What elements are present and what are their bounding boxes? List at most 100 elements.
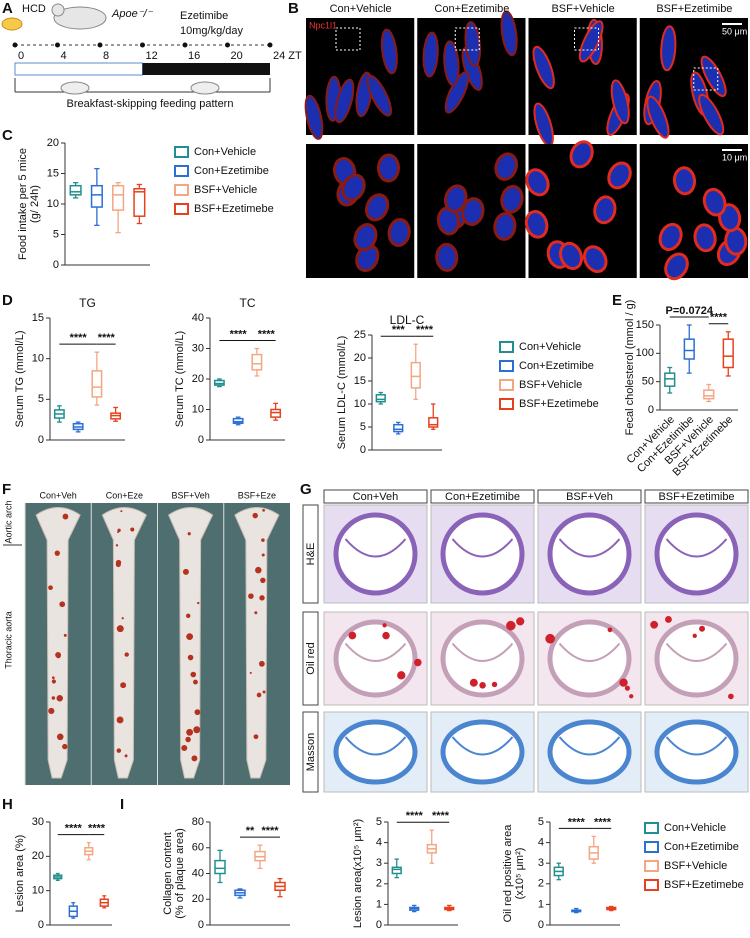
lipid <box>692 633 697 638</box>
box <box>428 417 439 428</box>
panel-label: D <box>2 292 13 309</box>
dose-label: 10mg/kg/day <box>180 25 243 37</box>
y-tick-label: 25 <box>354 329 366 341</box>
leaflet <box>344 642 407 662</box>
villus <box>700 55 727 98</box>
villus <box>500 10 518 57</box>
villus <box>582 245 608 273</box>
lesion-spot <box>115 544 119 547</box>
timeline-tick <box>97 42 103 48</box>
villus <box>422 31 439 78</box>
scale-bar-label: 10 μm <box>722 152 747 162</box>
legend-label: Con+Ezetimibe <box>519 360 594 372</box>
y-axis-label: Fecal cholesterol (mmol / g) <box>624 300 636 436</box>
leaflet <box>451 736 514 756</box>
legend-swatch <box>174 146 189 158</box>
lesion-spot <box>51 679 56 684</box>
villus <box>380 28 398 75</box>
y-tick-label: 20 <box>192 373 204 385</box>
lesion-spot <box>185 613 191 619</box>
box <box>133 188 146 217</box>
column-header: Con+Vehicle <box>330 3 392 15</box>
vessel <box>654 619 739 698</box>
fed-period <box>14 62 143 76</box>
lipid <box>414 658 422 667</box>
lesion-spot <box>186 728 194 736</box>
villus <box>353 223 378 252</box>
box <box>112 184 125 211</box>
y-tick-label: 4 <box>376 837 382 849</box>
lesion-spot <box>182 568 189 575</box>
y-tick-label: 5 <box>376 816 382 828</box>
lipid <box>607 627 613 633</box>
villus <box>443 184 468 213</box>
timeline-tick <box>55 42 60 48</box>
box <box>251 353 263 371</box>
y-tick-label: 0 <box>360 444 366 456</box>
villus <box>698 93 725 136</box>
column-header: Con+Ezetimibe <box>445 491 520 503</box>
panel-label: G <box>300 481 312 498</box>
zoom-box <box>693 67 719 91</box>
column-header: BSF+Eze <box>238 490 276 500</box>
legend-label: Con+Ezetimibe <box>194 165 269 177</box>
lesion-spot <box>116 716 124 724</box>
timeline-tick-label: 24 ZT <box>273 50 302 62</box>
lesion-spot <box>185 736 191 743</box>
y-tick-label: 0 <box>538 919 544 931</box>
y-tick-label: 0 <box>53 259 59 271</box>
legend-label: BSF+Ezetimebe <box>664 879 744 891</box>
box <box>391 866 402 875</box>
lesion-spot <box>54 550 60 556</box>
lesion-spot <box>260 577 266 584</box>
y-tick-label: 20 <box>32 850 44 862</box>
lesion-spot <box>62 513 69 520</box>
villus <box>593 195 617 225</box>
y-tick-label: 5 <box>360 421 366 433</box>
column-header-box <box>537 489 642 504</box>
villus <box>376 153 400 183</box>
bracket <box>14 78 271 93</box>
vessel <box>333 512 418 596</box>
y-tick-label: 40 <box>192 312 204 324</box>
box <box>69 184 82 196</box>
timeline-tick-label: 4 <box>61 50 67 62</box>
villus <box>525 168 550 197</box>
micrograph <box>306 18 415 135</box>
vessel <box>440 719 525 785</box>
chart-title: TG <box>79 296 96 310</box>
vessel <box>547 512 632 596</box>
lipid <box>624 685 630 691</box>
box <box>270 408 282 418</box>
y-tick-label: 30 <box>32 816 44 828</box>
timeline-tick-label: 20 <box>231 50 243 62</box>
villus <box>672 166 697 196</box>
legend-label: BSF+Ezetimebe <box>519 398 599 410</box>
box <box>232 417 244 424</box>
lesion-spot <box>115 562 121 568</box>
aorta <box>101 507 148 779</box>
lesion-spot <box>120 682 127 689</box>
legend-label: BSF+Vehicle <box>519 379 582 391</box>
lesion-spot <box>252 512 258 519</box>
panel-label: I <box>120 796 124 813</box>
row-label-box <box>302 504 319 604</box>
panel-label: H <box>2 796 13 813</box>
lipid <box>699 625 705 632</box>
lesion-spot <box>254 611 258 615</box>
lesion-spot <box>261 553 265 557</box>
y-axis-label: (% of plaque area) <box>174 828 186 919</box>
chart-title: LDL-C <box>390 313 425 327</box>
lipid <box>348 631 357 640</box>
y-tick-label: 10 <box>47 198 59 210</box>
y-tick-label: 10 <box>32 885 44 897</box>
lipid <box>629 694 634 699</box>
y-axis-label: Collagen content <box>162 832 174 915</box>
legend-swatch <box>499 360 514 372</box>
lesion-spot <box>63 633 67 637</box>
y-tick-label: 15 <box>354 375 366 387</box>
lesion-spot <box>262 509 265 512</box>
fasted-period <box>142 63 270 75</box>
lesion-spot <box>197 601 200 605</box>
y-axis-label: Serum LDL-C (mmol/L) <box>336 336 348 450</box>
